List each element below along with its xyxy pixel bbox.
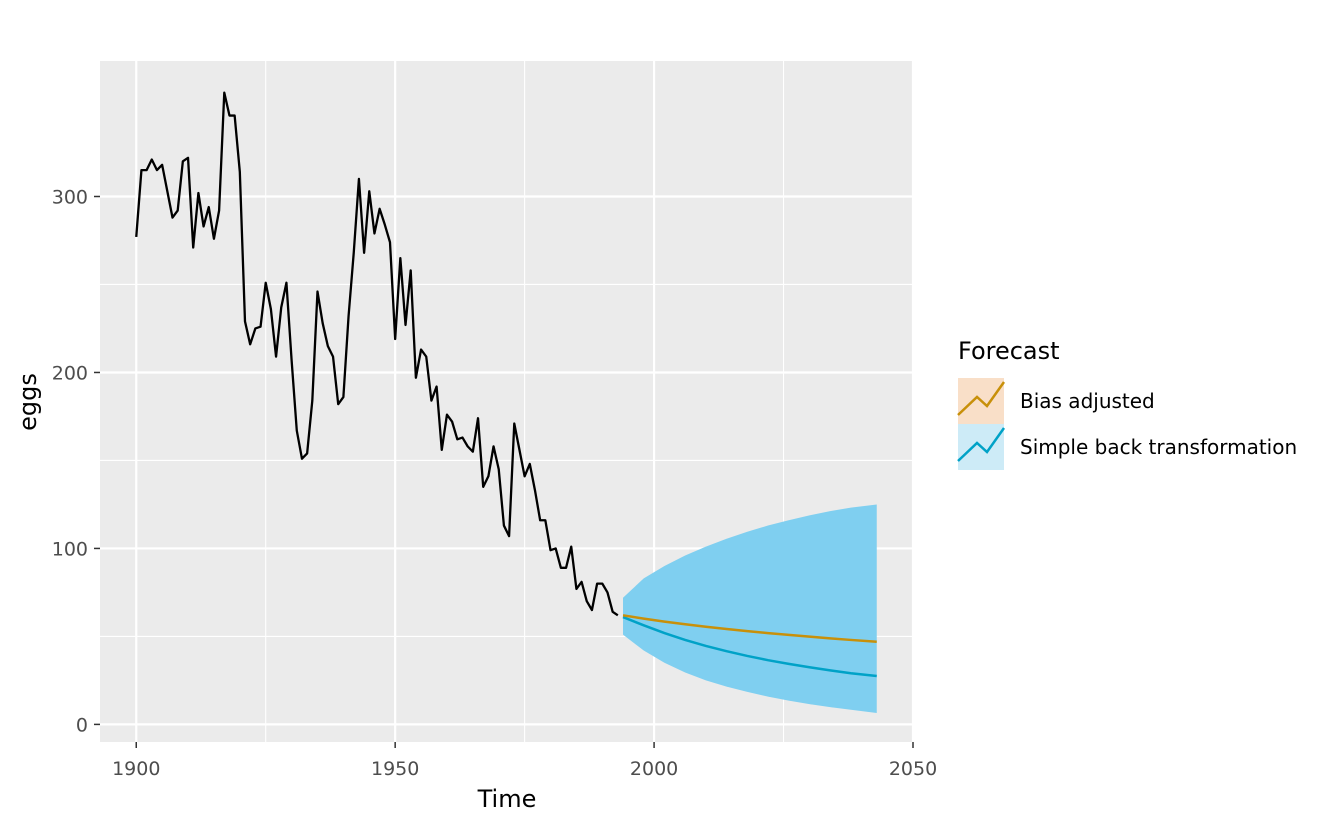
y-tick-label: 200 [52,362,88,384]
legend-title: Forecast [958,337,1060,365]
simple-back-transformation-line [622,615,877,678]
grid-minor [100,61,913,742]
legend-entry: Bias adjusted [957,378,1155,424]
x-tick-label: 2000 [630,758,678,780]
legend: Forecast Bias adjusted Simple back transf… [957,337,1297,470]
legend-key-line [957,381,1006,416]
legend-key-line [957,427,1006,462]
x-axis-title: Time [477,785,537,813]
y-axis-title: eggs [14,373,42,431]
y-tick-label: 100 [52,538,88,560]
history-line [135,91,619,617]
legend-label: Simple back transformation [1020,435,1297,459]
legend-label: Bias adjusted [1020,389,1155,413]
y-tick-label: 300 [52,186,88,208]
forecast-interval [623,504,877,713]
grid-major [100,61,915,742]
x-tick-label: 1950 [371,758,419,780]
tick-labels: 1900 1950 2000 2050 0 100 200 300 [52,186,937,780]
x-tick-label: 1900 [112,758,160,780]
legend-entry: Simple back transformation [957,424,1297,470]
y-tick-label: 0 [76,714,88,736]
x-tick-label: 2050 [889,758,937,780]
bias-adjusted-line [622,614,877,643]
series-layer [135,91,877,713]
axis-ticks [94,195,914,748]
